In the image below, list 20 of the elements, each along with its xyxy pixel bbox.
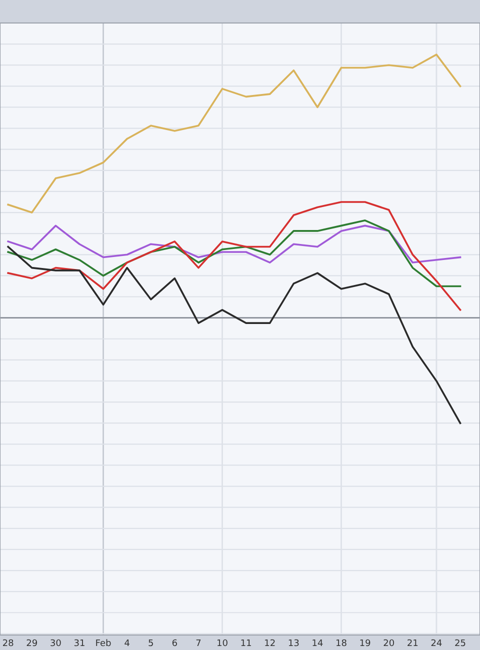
x-tick-label: 25	[455, 639, 466, 646]
x-tick-label: 28	[3, 639, 14, 646]
x-tick-label: 7	[196, 639, 201, 646]
x-tick-label: 19	[360, 639, 370, 646]
x-tick-label: 31	[74, 639, 84, 646]
x-tick-label: 30	[50, 639, 61, 646]
x-tick-label: 21	[408, 639, 418, 646]
x-tick-label: 20	[384, 639, 394, 646]
x-tick-label: 12	[265, 639, 275, 646]
x-tick-label: 11	[241, 639, 251, 646]
x-tick-label: 4	[124, 639, 130, 646]
x-tick-label: 5	[148, 639, 153, 646]
x-tick-label: 10	[218, 639, 228, 646]
x-tick-label: 18	[336, 639, 346, 646]
x-tick-label: 13	[288, 639, 299, 646]
x-tick-label: 24	[431, 639, 442, 646]
x-tick-label: Feb	[96, 639, 111, 646]
x-tick-label: 6	[172, 639, 177, 646]
x-tick-label: 29	[26, 639, 37, 646]
x-tick-label: 14	[312, 639, 323, 646]
